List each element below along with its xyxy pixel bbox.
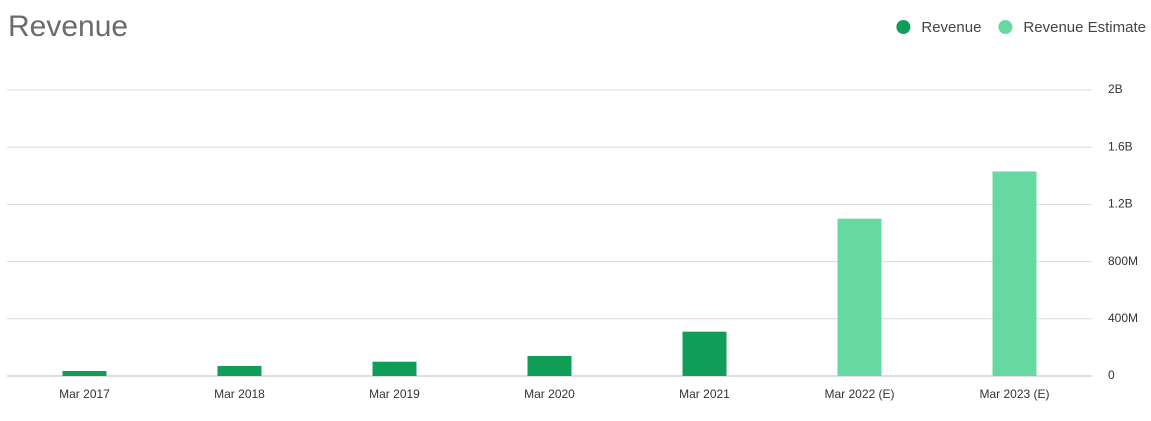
y-tick-label: 2B (1108, 82, 1123, 96)
bar (837, 218, 882, 376)
y-tick-label: 800M (1108, 254, 1138, 268)
legend-label: Revenue (921, 19, 981, 36)
y-tick-label: 0 (1108, 368, 1115, 382)
x-tick-label: Mar 2018 (214, 387, 265, 401)
x-tick-label: Mar 2023 (E) (979, 387, 1049, 401)
x-tick-label: Mar 2021 (679, 387, 730, 401)
bar (527, 355, 572, 376)
y-tick-label: 1.2B (1108, 197, 1133, 211)
legend-marker (998, 20, 1013, 34)
legend-marker (896, 20, 911, 34)
legend-label: Revenue Estimate (1023, 19, 1146, 36)
x-tick-label: Mar 2022 (E) (824, 387, 894, 401)
x-tick-label: Mar 2017 (59, 387, 110, 401)
y-tick-label: 400M (1108, 311, 1138, 325)
chart-title: Revenue (8, 10, 128, 43)
bar (682, 331, 727, 376)
bar (62, 370, 107, 376)
bar (992, 171, 1037, 376)
bar (372, 361, 417, 376)
y-tick-label: 1.6B (1108, 139, 1133, 153)
bar (217, 365, 262, 376)
x-tick-label: Mar 2020 (524, 387, 575, 401)
x-tick-label: Mar 2019 (369, 387, 420, 401)
